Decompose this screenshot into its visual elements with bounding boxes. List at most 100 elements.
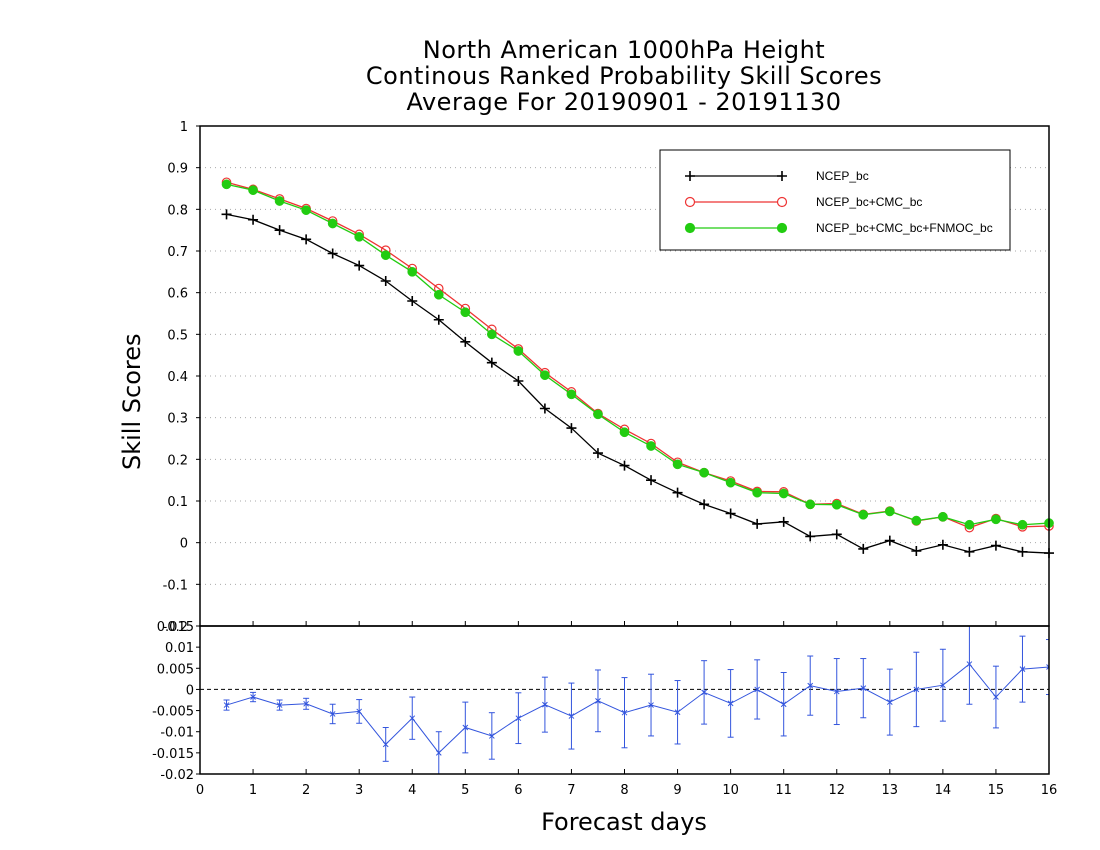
data-point xyxy=(274,225,285,236)
legend-marker xyxy=(685,171,695,181)
difference-point xyxy=(250,694,256,700)
data-point xyxy=(433,314,444,325)
data-point xyxy=(327,218,338,229)
data-point xyxy=(248,185,258,196)
x-tick-label: 2 xyxy=(302,783,310,798)
x-tick-label: 10 xyxy=(722,783,739,798)
data-point xyxy=(592,448,603,459)
x-tick-label: 1 xyxy=(249,783,257,798)
difference-point xyxy=(223,702,230,708)
y-tick-label: 0.6 xyxy=(167,287,188,302)
difference-point xyxy=(913,686,920,693)
y-tick-label: 0.5 xyxy=(167,328,188,343)
difference-series xyxy=(223,626,1049,774)
data-point xyxy=(672,487,683,498)
x-tick-label: 6 xyxy=(514,783,522,798)
difference-point xyxy=(833,688,840,695)
data-point xyxy=(619,427,630,438)
diff-y-tick-label: 0.01 xyxy=(165,641,194,656)
data-point xyxy=(301,234,312,245)
x-tick-label: 8 xyxy=(620,783,628,798)
data-point xyxy=(486,329,497,340)
data-point xyxy=(301,205,311,216)
legend-box xyxy=(659,149,1011,251)
chart-title-line-2: Continous Ranked Probability Skill Score… xyxy=(365,62,883,90)
difference-point xyxy=(1019,666,1026,672)
x-axis-label: Forecast days xyxy=(541,808,707,836)
diff-y-tick-label: 0 xyxy=(186,683,194,698)
data-point xyxy=(699,467,709,478)
data-point xyxy=(327,248,338,259)
difference-point xyxy=(276,702,283,708)
data-point xyxy=(407,296,418,306)
diff-y-tick-label: -0.02 xyxy=(160,768,194,783)
data-point xyxy=(805,531,816,542)
data-point xyxy=(752,487,763,498)
x-tick-label: 9 xyxy=(673,783,681,798)
chart-title-line-3: Average For 20190901 - 20191130 xyxy=(406,88,842,116)
y-tick-label: 0.4 xyxy=(167,370,188,385)
data-point xyxy=(858,543,869,554)
data-point xyxy=(460,307,471,318)
data-point xyxy=(911,515,922,526)
legend-marker xyxy=(776,222,788,234)
data-point xyxy=(831,529,842,540)
difference-point xyxy=(886,699,893,705)
legend-marker xyxy=(776,196,788,208)
difference-point xyxy=(409,715,416,722)
difference-point xyxy=(648,702,654,708)
difference-point xyxy=(780,701,787,708)
difference-line xyxy=(226,663,1049,754)
y-tick-label: -0.1 xyxy=(163,578,188,593)
data-point xyxy=(672,459,683,470)
y-tick-label: 0.9 xyxy=(167,162,188,177)
legend-label: NCEP_bc+CMC_bc+FNMOC_bc xyxy=(816,221,993,235)
data-point xyxy=(990,540,1001,551)
x-tick-label: 14 xyxy=(935,783,952,798)
data-point xyxy=(221,209,232,220)
data-point xyxy=(964,519,975,530)
data-point xyxy=(407,266,418,277)
data-point xyxy=(380,276,391,286)
data-point xyxy=(884,506,895,517)
difference-point xyxy=(860,685,867,692)
x-tick-label: 5 xyxy=(461,783,469,798)
data-point xyxy=(433,289,444,300)
data-point xyxy=(725,477,736,488)
y-tick-label: 1 xyxy=(180,120,188,135)
legend-marker xyxy=(684,196,696,208)
data-point xyxy=(831,499,842,510)
data-point xyxy=(911,546,922,556)
data-point xyxy=(566,389,577,400)
data-point xyxy=(805,499,816,510)
diff-y-tick-label: -0.005 xyxy=(152,705,194,720)
data-point xyxy=(486,357,497,368)
data-point xyxy=(274,196,285,206)
diff-y-tick-label: -0.015 xyxy=(152,747,194,762)
data-point xyxy=(964,546,975,557)
chart-title-line-1: North American 1000hPa Height xyxy=(422,36,826,64)
data-point xyxy=(513,346,524,356)
y-tick-label: 0.3 xyxy=(167,412,188,427)
legend-marker xyxy=(684,222,696,234)
y-tick-label: 0.8 xyxy=(167,203,188,218)
data-point xyxy=(354,260,365,271)
x-tick-label: 0 xyxy=(196,783,204,798)
data-point xyxy=(991,514,1001,525)
x-tick-label: 7 xyxy=(567,783,575,798)
difference-point xyxy=(515,715,522,722)
data-point xyxy=(540,370,550,381)
x-tick-label: 16 xyxy=(1041,783,1058,798)
diff-y-tick-label: -0.01 xyxy=(160,726,194,741)
difference-plot-frame xyxy=(199,625,1050,775)
data-point xyxy=(938,511,948,522)
difference-point xyxy=(542,701,548,708)
data-point xyxy=(619,460,630,471)
x-tick-label: 3 xyxy=(355,783,363,798)
data-point xyxy=(566,423,577,434)
data-point xyxy=(725,508,736,519)
legend-label: NCEP_bc+CMC_bc xyxy=(816,195,922,209)
data-point xyxy=(380,250,391,261)
difference-point xyxy=(488,733,495,739)
